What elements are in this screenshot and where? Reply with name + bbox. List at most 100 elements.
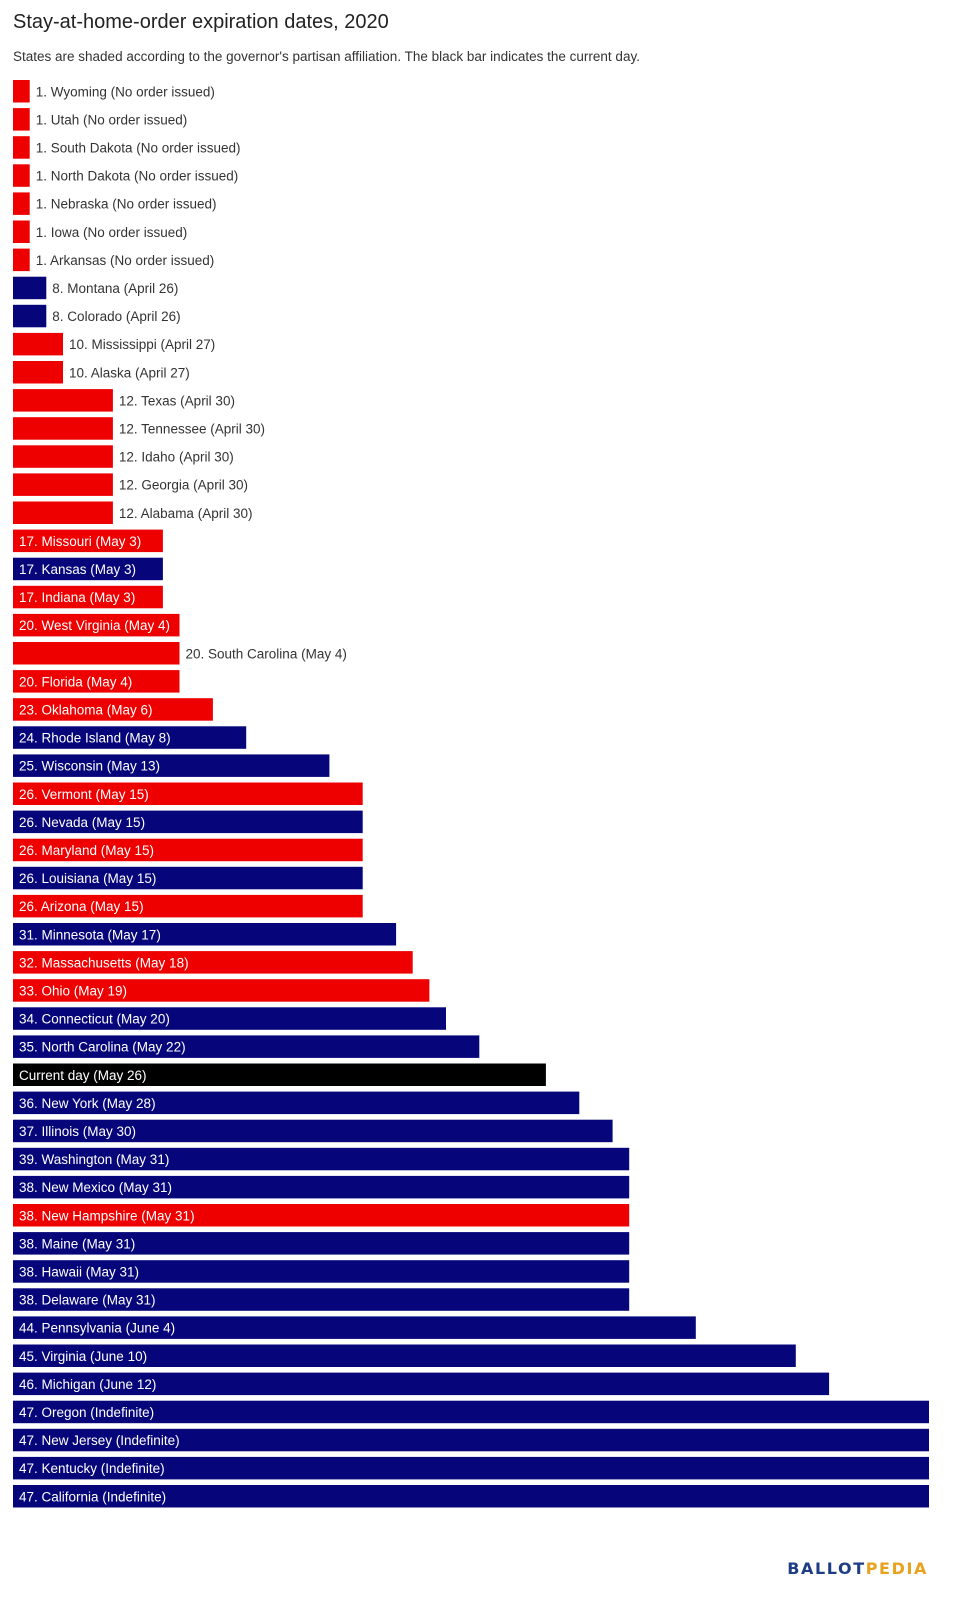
bar-group: 12. Alabama (April 30) bbox=[13, 501, 253, 524]
logo-part-2: PEDIA bbox=[865, 1559, 928, 1578]
bar-label: 24. Rhode Island (May 8) bbox=[19, 731, 171, 746]
bar-label: 44. Pennsylvania (June 4) bbox=[19, 1321, 175, 1336]
bar bbox=[13, 923, 397, 946]
bar-label: 1. Arkansas (No order issued) bbox=[36, 253, 215, 268]
bar bbox=[13, 80, 30, 103]
bar-group: 38. Delaware (May 31) bbox=[13, 1288, 630, 1311]
bar-label: 20. West Virginia (May 4) bbox=[19, 618, 170, 633]
bar bbox=[13, 670, 180, 693]
bar-label: 1. Utah (No order issued) bbox=[36, 112, 188, 127]
bar-group: 23. Oklahoma (May 6) bbox=[13, 698, 213, 721]
bar bbox=[13, 304, 47, 328]
bar-group: 36. New York (May 28) bbox=[13, 1091, 580, 1115]
bar bbox=[13, 248, 30, 272]
bar bbox=[13, 1485, 929, 1508]
bar-group: 26. Nevada (May 15) bbox=[13, 810, 363, 834]
bar-label: 17. Kansas (May 3) bbox=[19, 562, 136, 577]
bar bbox=[13, 417, 113, 440]
bar bbox=[13, 1372, 830, 1396]
bar bbox=[13, 1428, 929, 1452]
bar-group: 38. Hawaii (May 31) bbox=[13, 1260, 630, 1283]
bar-label: 38. Delaware (May 31) bbox=[19, 1293, 156, 1308]
bar bbox=[13, 894, 363, 918]
bar bbox=[13, 501, 113, 524]
bar-label: 20. South Carolina (May 4) bbox=[186, 646, 347, 661]
bar-label: 34. Connecticut (May 20) bbox=[19, 1012, 170, 1027]
bar-group: 26. Vermont (May 15) bbox=[13, 782, 363, 805]
bar-group: 39. Washington (May 31) bbox=[13, 1147, 630, 1171]
bar bbox=[13, 810, 363, 834]
bar bbox=[13, 782, 363, 805]
bar-label: 8. Montana (April 26) bbox=[52, 281, 178, 296]
bar-group: 25. Wisconsin (May 13) bbox=[13, 754, 330, 777]
bar-label: 23. Oklahoma (May 6) bbox=[19, 703, 153, 718]
bar bbox=[13, 1119, 613, 1143]
bar-label: 37. Illinois (May 30) bbox=[19, 1124, 136, 1139]
bar-group: 37. Illinois (May 30) bbox=[13, 1119, 613, 1143]
bar-group: 1. Nebraska (No order issued) bbox=[13, 192, 217, 215]
bar-label: 12. Texas (April 30) bbox=[119, 393, 235, 408]
bar bbox=[13, 1400, 929, 1424]
bar bbox=[13, 473, 113, 496]
bar bbox=[13, 445, 113, 468]
bar-group: 26. Arizona (May 15) bbox=[13, 894, 363, 918]
bar-label: 17. Missouri (May 3) bbox=[19, 534, 141, 549]
bar-group: 33. Ohio (May 19) bbox=[13, 979, 430, 1002]
bar-label: 12. Alabama (April 30) bbox=[119, 506, 253, 521]
bar-chart: 1. Wyoming (No order issued) 1. Utah (No … bbox=[13, 80, 929, 1508]
bar bbox=[13, 1456, 929, 1480]
bar bbox=[13, 1344, 796, 1367]
bar-group: 1. Arkansas (No order issued) bbox=[13, 248, 215, 272]
bar-group: 1. South Dakota (No order issued) bbox=[13, 136, 241, 159]
bar-group: 45. Virginia (June 10) bbox=[13, 1344, 796, 1367]
logo-part-1: BALLOT bbox=[787, 1559, 866, 1578]
bar bbox=[13, 220, 30, 243]
bar-group: 1. Utah (No order issued) bbox=[13, 108, 187, 131]
bar-label: 1. Iowa (No order issued) bbox=[36, 225, 188, 240]
bar-group: 38. Maine (May 31) bbox=[13, 1232, 630, 1255]
bar bbox=[13, 754, 330, 777]
bar-group: 1. Wyoming (No order issued) bbox=[13, 80, 215, 103]
bar-label: 8. Colorado (April 26) bbox=[52, 309, 180, 324]
bar-group: 26. Louisiana (May 15) bbox=[13, 866, 363, 890]
bar-group: 12. Idaho (April 30) bbox=[13, 445, 234, 468]
bar-label: 12. Idaho (April 30) bbox=[119, 450, 234, 465]
bar bbox=[13, 951, 413, 974]
bar-group: 10. Mississippi (April 27) bbox=[13, 332, 215, 356]
chart-subtitle: States are shaded according to the gover… bbox=[13, 49, 640, 64]
bar-label: 12. Georgia (April 30) bbox=[119, 478, 248, 493]
bar-label: 1. Nebraska (No order issued) bbox=[36, 197, 217, 212]
bar-label: 47. California (Indefinite) bbox=[19, 1489, 166, 1504]
bar bbox=[13, 1147, 630, 1171]
bar bbox=[13, 332, 63, 356]
bar-label: 46. Michigan (June 12) bbox=[19, 1377, 156, 1392]
bar bbox=[13, 979, 430, 1002]
bar bbox=[13, 1035, 480, 1058]
bar-group: 20. Florida (May 4) bbox=[13, 670, 180, 693]
bar bbox=[13, 557, 163, 581]
bar-group: 17. Missouri (May 3) bbox=[13, 529, 163, 553]
bar bbox=[13, 389, 113, 412]
bar-label: 26. Nevada (May 15) bbox=[19, 815, 145, 830]
bar-group: 47. California (Indefinite) bbox=[13, 1485, 929, 1508]
bar-label: 32. Massachusetts (May 18) bbox=[19, 955, 189, 970]
bar-group: 1. Iowa (No order issued) bbox=[13, 220, 188, 243]
bar-label: 25. Wisconsin (May 13) bbox=[19, 759, 160, 774]
bar bbox=[13, 866, 363, 890]
bar-label: 1. South Dakota (No order issued) bbox=[36, 140, 241, 155]
bar bbox=[13, 1232, 630, 1255]
bar-label: 47. Oregon (Indefinite) bbox=[19, 1405, 154, 1420]
bar-group: 17. Indiana (May 3) bbox=[13, 585, 163, 609]
bar-group: 20. West Virginia (May 4) bbox=[13, 613, 180, 637]
bar-group: 26. Maryland (May 15) bbox=[13, 838, 363, 862]
bar-group: 34. Connecticut (May 20) bbox=[13, 1007, 446, 1030]
bar-group: 47. Kentucky (Indefinite) bbox=[13, 1456, 929, 1480]
bar-group: 24. Rhode Island (May 8) bbox=[13, 726, 247, 749]
bar-group: 47. New Jersey (Indefinite) bbox=[13, 1428, 929, 1452]
bar-label: 38. New Mexico (May 31) bbox=[19, 1180, 172, 1195]
bar-group: 44. Pennsylvania (June 4) bbox=[13, 1316, 696, 1339]
bar-label: 47. New Jersey (Indefinite) bbox=[19, 1433, 180, 1448]
bar bbox=[13, 613, 180, 637]
bar-group: 31. Minnesota (May 17) bbox=[13, 923, 397, 946]
bar bbox=[13, 1316, 696, 1339]
